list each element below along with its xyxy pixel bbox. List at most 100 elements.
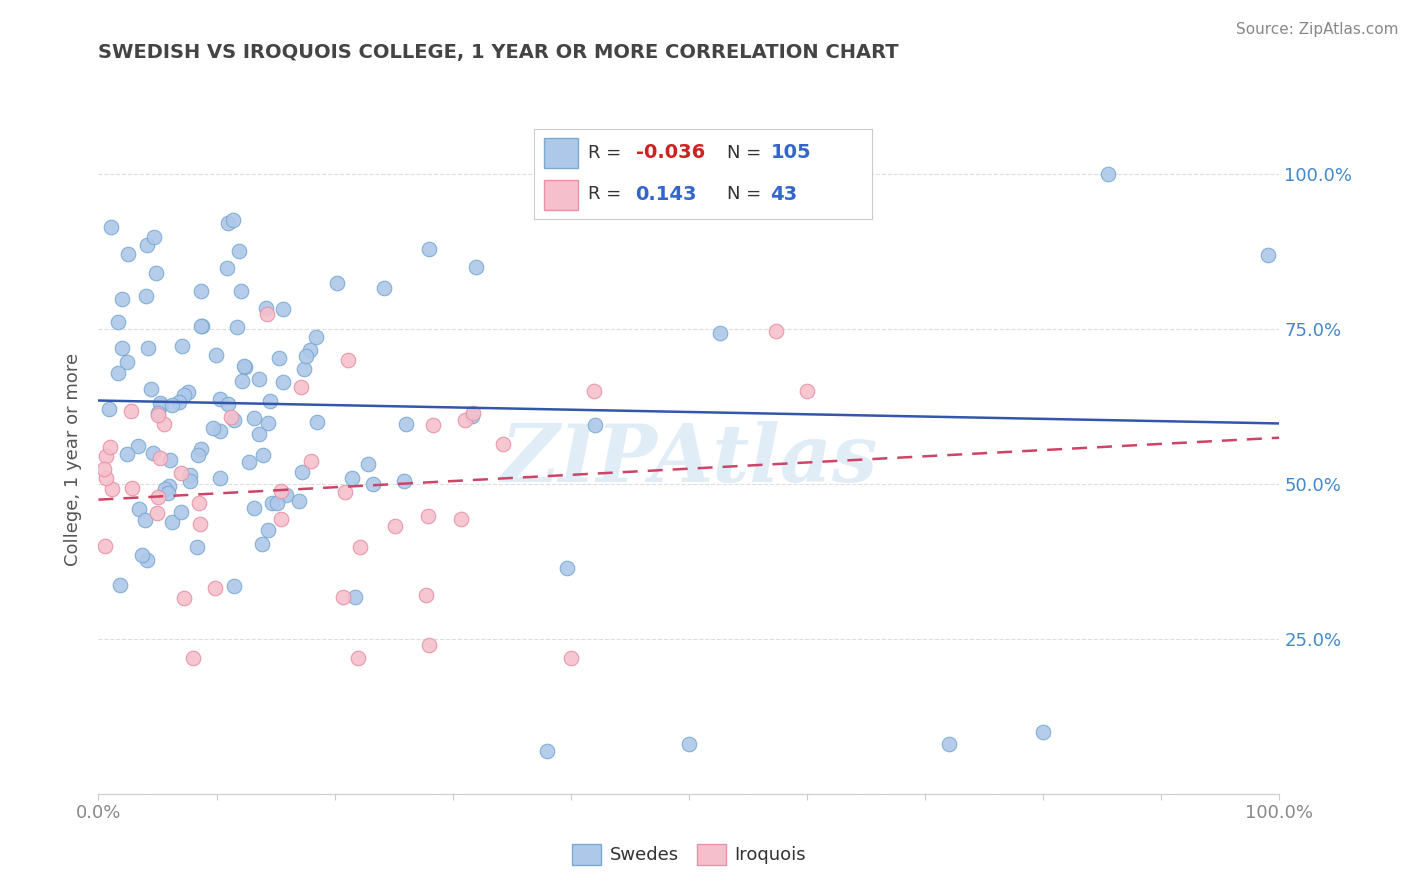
Point: [256, 307, 278, 321]
Point: [298, 343, 321, 358]
Point: [326, 276, 349, 290]
Point: [254, 301, 277, 316]
Point: [259, 393, 281, 408]
Point: [190, 318, 212, 333]
Point: [260, 496, 283, 510]
Point: [107, 315, 129, 329]
Point: [93, 461, 115, 475]
Point: [231, 285, 253, 299]
FancyBboxPatch shape: [544, 138, 578, 168]
Point: [337, 353, 360, 368]
Point: [395, 417, 418, 432]
Point: [226, 320, 249, 334]
Point: [100, 482, 122, 496]
Point: [115, 448, 138, 462]
Point: [238, 455, 260, 469]
Point: [288, 494, 311, 508]
Y-axis label: College, 1 year or more: College, 1 year or more: [65, 353, 83, 566]
Text: R =: R =: [588, 144, 621, 161]
Point: [148, 409, 170, 423]
Point: [256, 416, 278, 430]
Point: [357, 457, 380, 471]
Point: [142, 230, 165, 244]
Point: [271, 301, 294, 316]
Point: [299, 454, 322, 468]
Point: [188, 495, 211, 509]
Point: [117, 355, 139, 369]
Point: [142, 446, 165, 460]
Point: [384, 518, 406, 533]
Point: [136, 237, 159, 252]
FancyBboxPatch shape: [544, 180, 578, 210]
Point: [224, 579, 246, 593]
Point: [276, 488, 298, 502]
Point: [159, 452, 181, 467]
Point: [97, 401, 120, 416]
Point: [128, 502, 150, 516]
Point: [290, 380, 312, 394]
Point: [148, 406, 170, 420]
Point: [347, 650, 370, 665]
Point: [560, 650, 582, 665]
Point: [135, 552, 157, 566]
Point: [232, 359, 254, 374]
Point: [160, 398, 183, 412]
Point: [333, 485, 356, 500]
Point: [231, 374, 253, 388]
Point: [247, 426, 270, 441]
Point: [294, 362, 316, 376]
Point: [148, 491, 170, 505]
Point: [415, 588, 437, 602]
Point: [157, 478, 180, 492]
Point: [252, 448, 274, 462]
Point: [465, 260, 488, 275]
Point: [555, 561, 578, 575]
Text: Source: ZipAtlas.com: Source: ZipAtlas.com: [1236, 22, 1399, 37]
Point: [291, 466, 314, 480]
Point: [242, 411, 264, 425]
Point: [153, 417, 176, 431]
Point: [217, 216, 239, 230]
Point: [153, 482, 176, 496]
Point: [127, 439, 149, 453]
Point: [100, 220, 122, 235]
Point: [149, 396, 172, 410]
Point: [765, 324, 787, 338]
Point: [205, 348, 228, 362]
Point: [131, 548, 153, 562]
Point: [233, 359, 256, 374]
Point: [134, 513, 156, 527]
Point: [94, 449, 117, 463]
Point: [305, 329, 328, 343]
Point: [536, 743, 558, 757]
Text: SWEDISH VS IROQUOIS COLLEGE, 1 YEAR OR MORE CORRELATION CHART: SWEDISH VS IROQUOIS COLLEGE, 1 YEAR OR M…: [98, 44, 898, 62]
Text: ZIPAtlas: ZIPAtlas: [501, 421, 877, 498]
Point: [179, 467, 201, 482]
Point: [342, 471, 364, 485]
Point: [149, 398, 172, 412]
Point: [146, 506, 169, 520]
Point: [267, 351, 290, 365]
Point: [454, 413, 477, 427]
Point: [187, 448, 209, 462]
Point: [186, 540, 208, 554]
Point: [139, 382, 162, 396]
Point: [266, 496, 288, 510]
Text: 105: 105: [770, 143, 811, 162]
Point: [173, 388, 195, 402]
Point: [117, 247, 139, 261]
Point: [416, 508, 439, 523]
Point: [294, 349, 316, 363]
Point: [136, 341, 159, 355]
Legend: Swedes, Iroquois: Swedes, Iroquois: [564, 837, 814, 871]
Point: [188, 516, 211, 531]
Point: [204, 582, 226, 596]
Point: [160, 516, 183, 530]
Point: [110, 578, 132, 592]
Point: [170, 505, 193, 519]
Point: [181, 650, 204, 665]
Point: [305, 415, 328, 429]
Point: [242, 500, 264, 515]
Text: N =: N =: [727, 186, 761, 203]
Point: [202, 421, 225, 435]
